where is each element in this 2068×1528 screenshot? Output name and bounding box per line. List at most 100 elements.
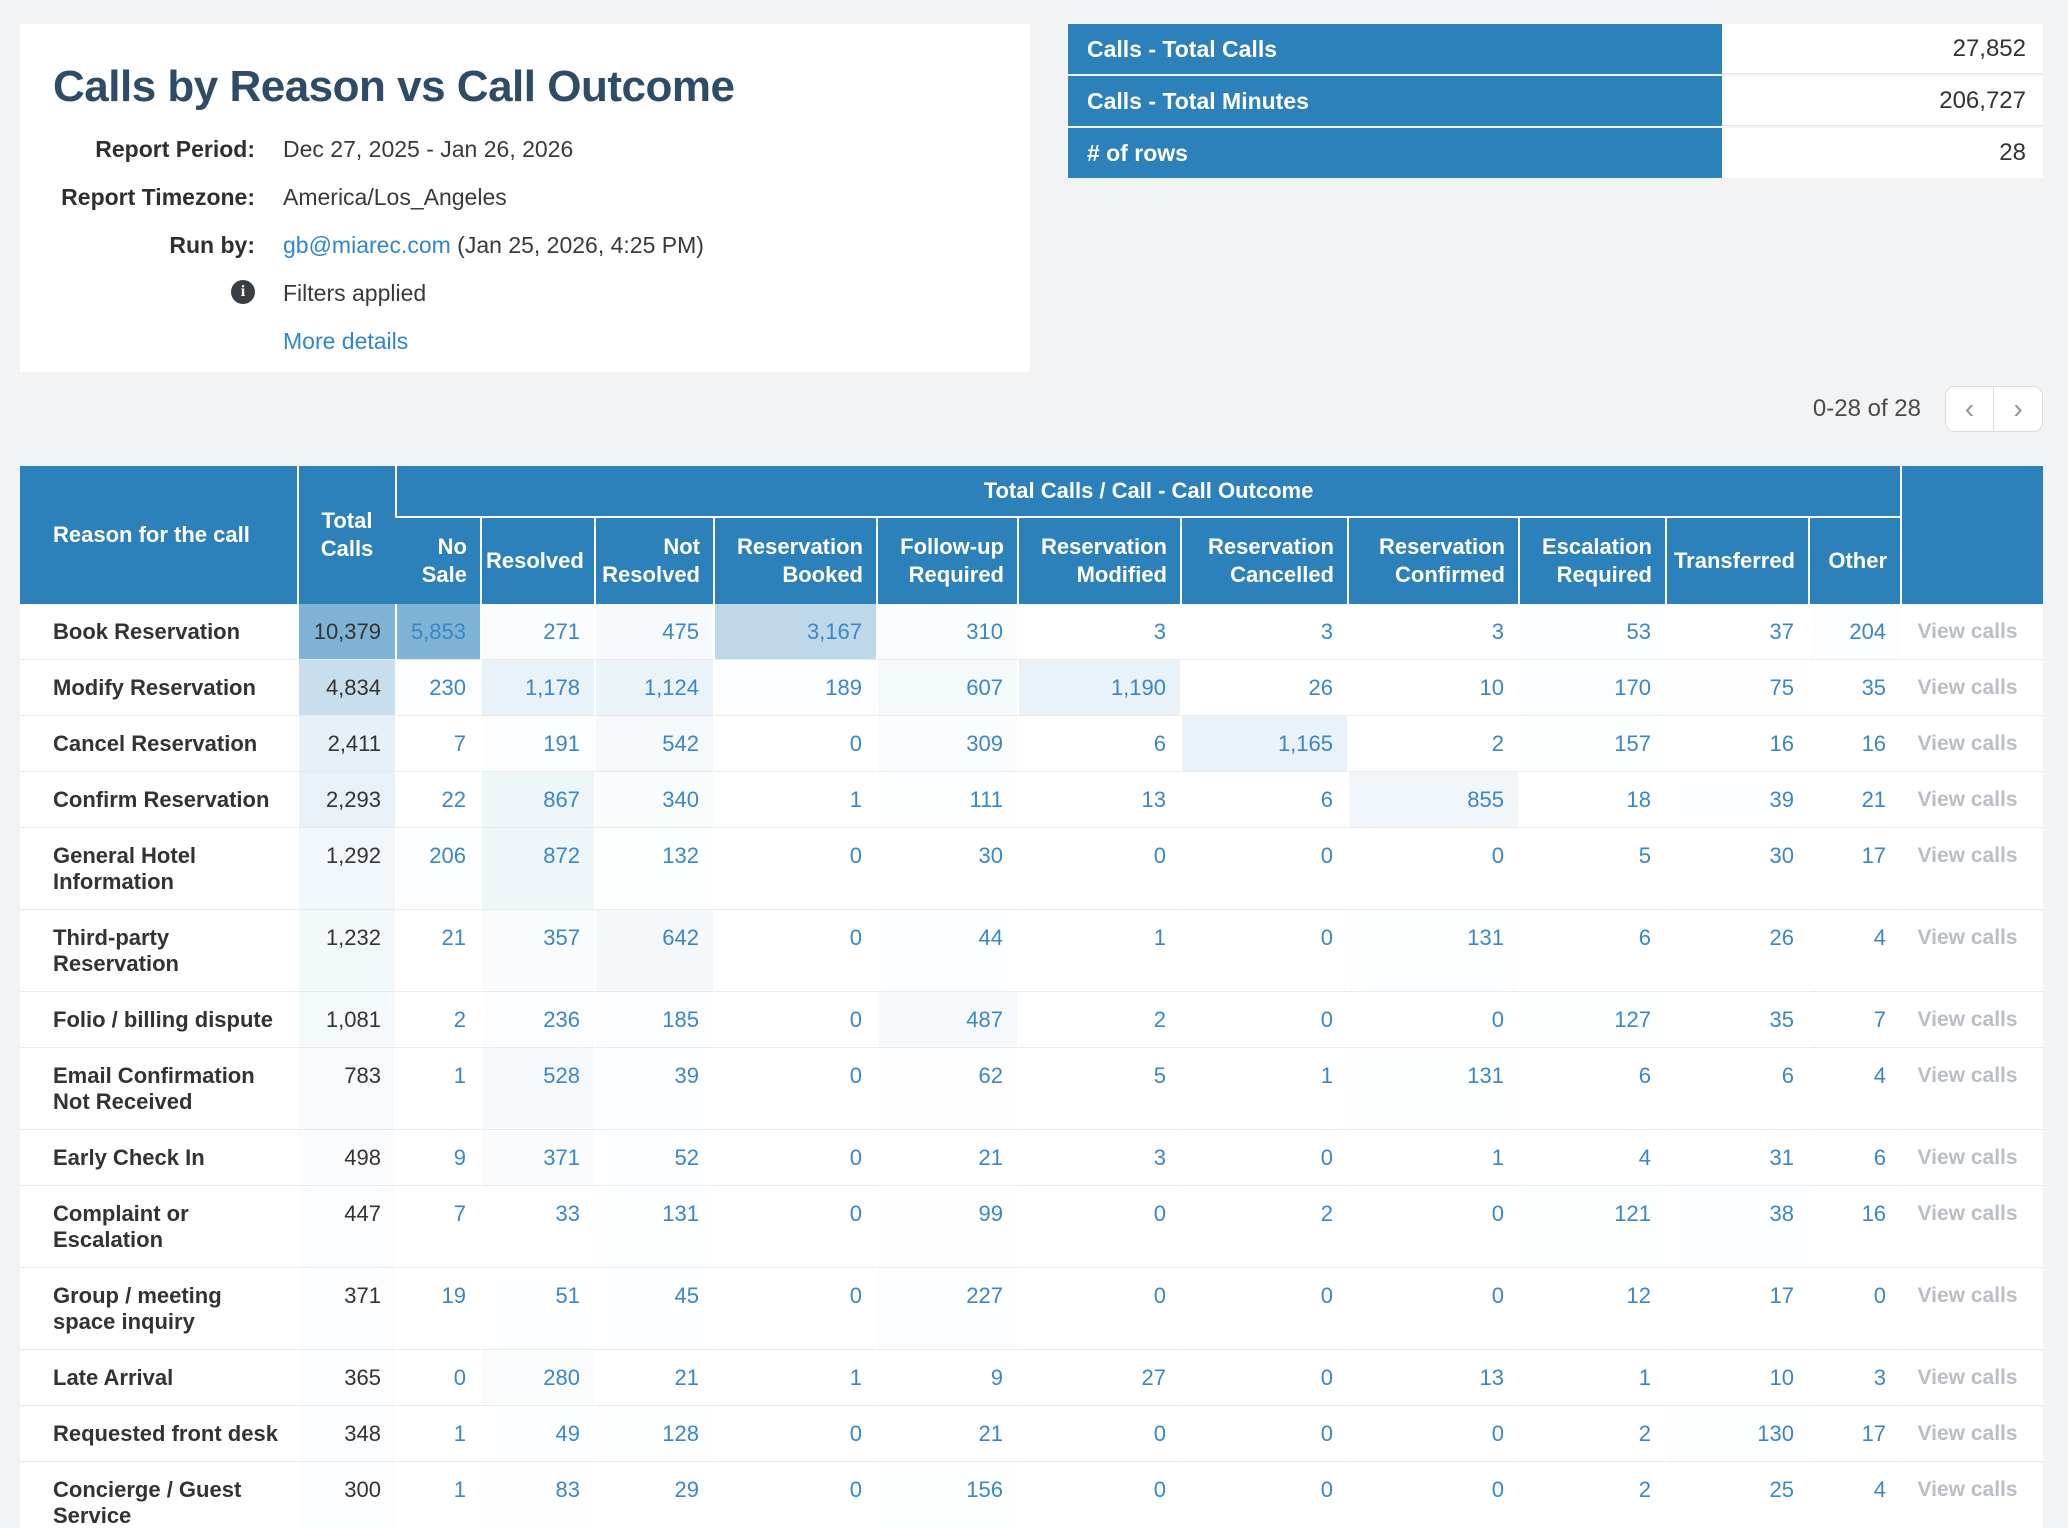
outcome-cell-escalation-required[interactable]: 4 [1518, 1130, 1665, 1186]
outcome-cell-reservation-booked[interactable]: 189 [713, 660, 876, 716]
outcome-cell-reservation-modified[interactable]: 1 [1017, 910, 1180, 992]
outcome-cell-resolved[interactable]: 528 [480, 1048, 594, 1130]
view-calls-link[interactable]: View calls [1900, 1462, 2043, 1528]
view-calls-link[interactable]: View calls [1900, 1130, 2043, 1186]
outcome-cell-no-sale[interactable]: 5,853 [395, 604, 480, 660]
outcome-cell-transferred[interactable]: 38 [1665, 1186, 1808, 1268]
outcome-cell-reservation-cancelled[interactable]: 0 [1180, 1462, 1347, 1528]
outcome-cell-escalation-required[interactable]: 5 [1518, 828, 1665, 910]
outcome-cell-resolved[interactable]: 49 [480, 1406, 594, 1462]
outcome-cell-resolved[interactable]: 191 [480, 716, 594, 772]
outcome-cell-no-sale[interactable]: 1 [395, 1048, 480, 1130]
outcome-cell-reservation-confirmed[interactable]: 0 [1347, 1268, 1518, 1350]
outcome-cell-transferred[interactable]: 25 [1665, 1462, 1808, 1528]
outcome-cell-reservation-cancelled[interactable]: 26 [1180, 660, 1347, 716]
outcome-cell-reservation-cancelled[interactable]: 1 [1180, 1048, 1347, 1130]
outcome-cell-reservation-booked[interactable]: 0 [713, 828, 876, 910]
outcome-cell-reservation-modified[interactable]: 1,190 [1017, 660, 1180, 716]
outcome-cell-reservation-confirmed[interactable]: 0 [1347, 1186, 1518, 1268]
outcome-cell-transferred[interactable]: 6 [1665, 1048, 1808, 1130]
outcome-cell-not-resolved[interactable]: 642 [594, 910, 713, 992]
outcome-cell-follow-up-required[interactable]: 44 [876, 910, 1017, 992]
outcome-cell-transferred[interactable]: 35 [1665, 992, 1808, 1048]
outcome-cell-no-sale[interactable]: 22 [395, 772, 480, 828]
outcome-cell-escalation-required[interactable]: 2 [1518, 1462, 1665, 1528]
outcome-cell-reservation-confirmed[interactable]: 0 [1347, 992, 1518, 1048]
outcome-cell-transferred[interactable]: 26 [1665, 910, 1808, 992]
outcome-cell-not-resolved[interactable]: 475 [594, 604, 713, 660]
outcome-cell-not-resolved[interactable]: 45 [594, 1268, 713, 1350]
outcome-cell-reservation-modified[interactable]: 5 [1017, 1048, 1180, 1130]
outcome-cell-not-resolved[interactable]: 1,124 [594, 660, 713, 716]
outcome-cell-other[interactable]: 4 [1808, 1462, 1901, 1528]
outcome-cell-resolved[interactable]: 280 [480, 1350, 594, 1406]
outcome-cell-other[interactable]: 17 [1808, 1406, 1901, 1462]
outcome-cell-reservation-confirmed[interactable]: 0 [1347, 1462, 1518, 1528]
outcome-cell-reservation-confirmed[interactable]: 1 [1347, 1130, 1518, 1186]
outcome-cell-escalation-required[interactable]: 170 [1518, 660, 1665, 716]
outcome-cell-transferred[interactable]: 75 [1665, 660, 1808, 716]
outcome-cell-resolved[interactable]: 33 [480, 1186, 594, 1268]
outcome-cell-other[interactable]: 7 [1808, 992, 1901, 1048]
outcome-cell-reservation-modified[interactable]: 13 [1017, 772, 1180, 828]
outcome-cell-no-sale[interactable]: 0 [395, 1350, 480, 1406]
outcome-cell-no-sale[interactable]: 1 [395, 1462, 480, 1528]
outcome-cell-other[interactable]: 0 [1808, 1268, 1901, 1350]
next-page-button[interactable]: › [1994, 387, 2042, 431]
outcome-cell-reservation-booked[interactable]: 0 [713, 1462, 876, 1528]
outcome-cell-transferred[interactable]: 10 [1665, 1350, 1808, 1406]
outcome-cell-transferred[interactable]: 16 [1665, 716, 1808, 772]
outcome-cell-resolved[interactable]: 83 [480, 1462, 594, 1528]
outcome-cell-reservation-booked[interactable]: 3,167 [713, 604, 876, 660]
outcome-cell-other[interactable]: 4 [1808, 910, 1901, 992]
outcome-cell-not-resolved[interactable]: 131 [594, 1186, 713, 1268]
outcome-cell-not-resolved[interactable]: 21 [594, 1350, 713, 1406]
outcome-cell-other[interactable]: 204 [1808, 604, 1901, 660]
view-calls-link[interactable]: View calls [1900, 772, 2043, 828]
outcome-cell-escalation-required[interactable]: 12 [1518, 1268, 1665, 1350]
outcome-cell-reservation-confirmed[interactable]: 10 [1347, 660, 1518, 716]
outcome-cell-reservation-cancelled[interactable]: 6 [1180, 772, 1347, 828]
outcome-cell-resolved[interactable]: 51 [480, 1268, 594, 1350]
outcome-cell-escalation-required[interactable]: 127 [1518, 992, 1665, 1048]
outcome-cell-reservation-cancelled[interactable]: 0 [1180, 910, 1347, 992]
outcome-cell-not-resolved[interactable]: 39 [594, 1048, 713, 1130]
outcome-cell-reservation-modified[interactable]: 2 [1017, 992, 1180, 1048]
outcome-cell-follow-up-required[interactable]: 310 [876, 604, 1017, 660]
outcome-cell-escalation-required[interactable]: 121 [1518, 1186, 1665, 1268]
outcome-cell-reservation-booked[interactable]: 1 [713, 772, 876, 828]
outcome-cell-reservation-cancelled[interactable]: 0 [1180, 1406, 1347, 1462]
outcome-cell-reservation-cancelled[interactable]: 0 [1180, 1350, 1347, 1406]
outcome-cell-other[interactable]: 21 [1808, 772, 1901, 828]
outcome-cell-transferred[interactable]: 30 [1665, 828, 1808, 910]
outcome-cell-reservation-booked[interactable]: 0 [713, 1048, 876, 1130]
outcome-cell-reservation-cancelled[interactable]: 0 [1180, 1268, 1347, 1350]
outcome-cell-no-sale[interactable]: 2 [395, 992, 480, 1048]
outcome-cell-not-resolved[interactable]: 128 [594, 1406, 713, 1462]
outcome-cell-escalation-required[interactable]: 6 [1518, 1048, 1665, 1130]
outcome-cell-reservation-booked[interactable]: 0 [713, 716, 876, 772]
outcome-cell-reservation-modified[interactable]: 6 [1017, 716, 1180, 772]
outcome-cell-follow-up-required[interactable]: 30 [876, 828, 1017, 910]
outcome-cell-resolved[interactable]: 1,178 [480, 660, 594, 716]
outcome-cell-reservation-confirmed[interactable]: 2 [1347, 716, 1518, 772]
outcome-cell-resolved[interactable]: 236 [480, 992, 594, 1048]
outcome-cell-follow-up-required[interactable]: 607 [876, 660, 1017, 716]
outcome-cell-not-resolved[interactable]: 29 [594, 1462, 713, 1528]
outcome-cell-resolved[interactable]: 271 [480, 604, 594, 660]
view-calls-link[interactable]: View calls [1900, 1406, 2043, 1462]
outcome-cell-other[interactable]: 6 [1808, 1130, 1901, 1186]
outcome-cell-reservation-booked[interactable]: 0 [713, 1406, 876, 1462]
run-by-email-link[interactable]: gb@miarec.com [283, 232, 451, 258]
outcome-cell-transferred[interactable]: 17 [1665, 1268, 1808, 1350]
outcome-cell-no-sale[interactable]: 7 [395, 716, 480, 772]
outcome-cell-reservation-confirmed[interactable]: 131 [1347, 1048, 1518, 1130]
outcome-cell-reservation-modified[interactable]: 0 [1017, 828, 1180, 910]
outcome-cell-reservation-booked[interactable]: 1 [713, 1350, 876, 1406]
outcome-cell-reservation-confirmed[interactable]: 131 [1347, 910, 1518, 992]
outcome-cell-no-sale[interactable]: 21 [395, 910, 480, 992]
outcome-cell-resolved[interactable]: 872 [480, 828, 594, 910]
view-calls-link[interactable]: View calls [1900, 716, 2043, 772]
outcome-cell-reservation-modified[interactable]: 3 [1017, 1130, 1180, 1186]
outcome-cell-reservation-booked[interactable]: 0 [713, 1268, 876, 1350]
